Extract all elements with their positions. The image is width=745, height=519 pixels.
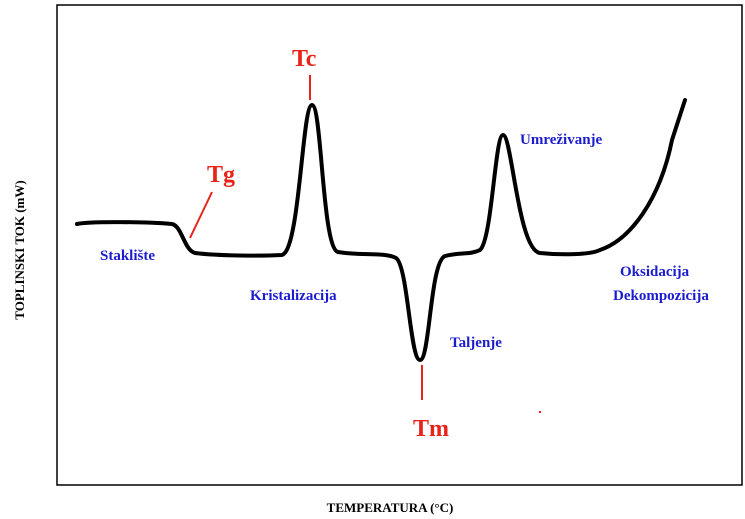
tm-label: Tm bbox=[413, 416, 449, 442]
crystallization-label: Kristalizacija bbox=[250, 288, 337, 304]
melting-label: Taljenje bbox=[450, 335, 502, 351]
oxidation-label: Oksidacija bbox=[620, 264, 690, 280]
dot bbox=[539, 411, 541, 413]
dsc-curve bbox=[75, 98, 687, 363]
x-axis-label: TEMPERATURA (°C) bbox=[327, 500, 454, 515]
tg-label: Tg bbox=[207, 162, 235, 188]
y-axis-label: TOPLINSKI TOK (mW) bbox=[12, 180, 27, 319]
crosslinking-label: Umreživanje bbox=[520, 132, 603, 148]
decomposition-label: Dekompozicija bbox=[613, 288, 709, 304]
tg-pointer bbox=[189, 191, 213, 239]
frame bbox=[56, 4, 743, 486]
tc-label: Tc bbox=[292, 46, 317, 72]
glass-label: Staklište bbox=[100, 248, 155, 264]
